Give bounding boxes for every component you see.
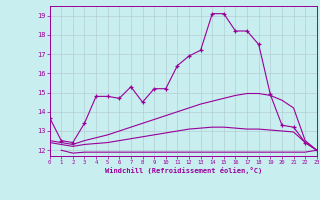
X-axis label: Windchill (Refroidissement éolien,°C): Windchill (Refroidissement éolien,°C) (105, 167, 262, 174)
